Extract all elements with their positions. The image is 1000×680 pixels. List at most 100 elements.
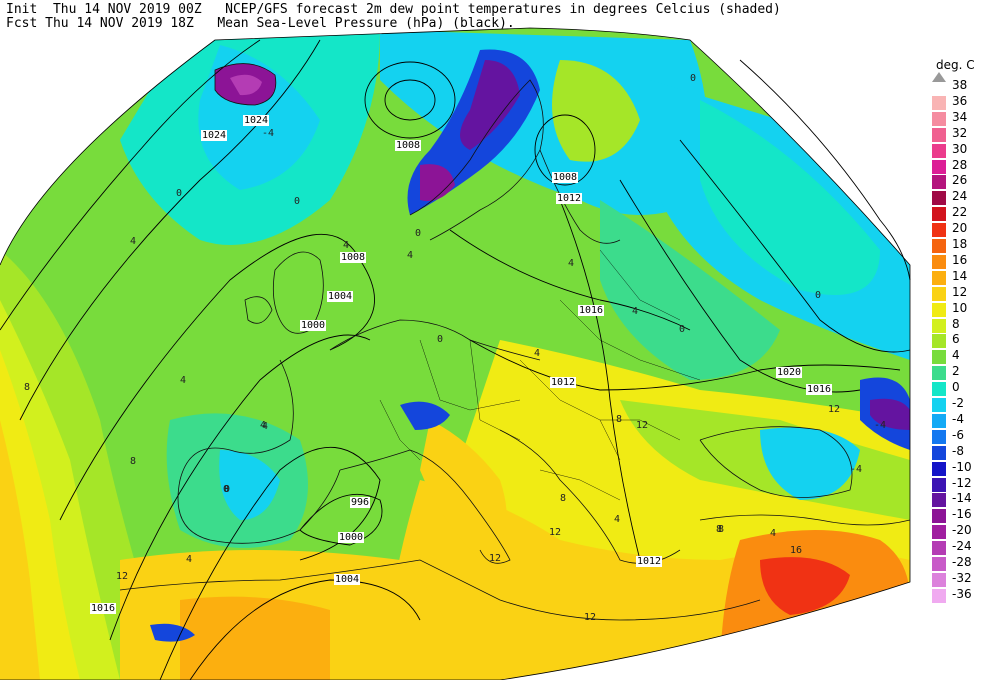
header-line-forecast: Fcst Thu 14 NOV 2019 18Z Mean Sea-Level … [6,16,515,31]
legend-swatch [932,111,946,126]
legend-label: 30 [952,141,968,156]
contour-label: 16 [790,545,803,556]
isobar-label: 1008 [395,140,422,151]
isobar-label: 1012 [550,377,577,388]
legend-label: -6 [952,427,964,442]
isobar-label: 1024 [243,115,270,126]
legend-label: 12 [952,284,968,299]
legend-label: 18 [952,237,968,251]
legend-swatch [932,286,946,301]
legend-label: -28 [952,555,972,569]
legend-swatch [932,572,946,587]
legend-swatch [932,382,946,397]
legend-swatch [932,95,946,110]
contour-label: 12 [636,420,649,431]
legend-label: 32 [952,125,968,140]
contour-label: 12 [116,571,129,582]
header-line-init: Init Thu 14 NOV 2019 00Z NCEP/GFS foreca… [6,2,781,17]
contour-label: 12 [549,527,562,538]
legend-swatch [932,525,946,540]
legend-swatch [932,175,946,190]
contour-label: 4 [534,348,541,359]
isobar-label: 1016 [90,603,117,614]
contour-label: 0 [437,334,444,345]
legend-label: 20 [952,221,968,236]
legend-swatch [932,207,946,222]
legend-swatch [932,334,946,349]
contour-label: 0 [690,73,697,84]
legend-swatch [932,429,946,444]
contour-label: 0 [679,324,686,335]
legend-label: 16 [952,252,968,267]
contour-label: 8 [560,493,567,504]
isobar-label: 1004 [327,291,354,302]
legend-swatch [932,127,946,142]
contour-label: 8 [130,456,137,467]
legend-swatch [932,254,946,269]
contour-label: 4 [632,306,639,317]
contour-label: 4 [770,528,777,539]
legend-label: 24 [952,189,968,204]
legend-swatch [932,302,946,317]
contour-label: 8 [716,524,723,535]
contour-label: 12 [489,553,502,564]
legend-label: -4 [952,411,964,426]
legend-swatch [932,557,946,571]
legend-label: -36 [952,586,972,601]
legend-label: 14 [952,268,968,283]
legend-label: 10 [952,300,968,315]
legend-swatch [932,191,946,206]
isobar-label: 1016 [806,384,833,395]
isobar-label: 1016 [578,305,605,316]
legend-swatch [932,239,946,253]
contour-label: 0 [224,484,231,495]
legend-label: 6 [952,332,960,347]
legend-swatch [932,398,946,412]
legend-swatch [932,493,946,508]
legend-swatch [932,366,946,381]
contour-label: 12 [584,612,597,623]
contour-label: 0 [223,484,230,495]
legend-label: -2 [952,396,964,410]
legend-label: 26 [952,173,968,188]
legend-label: 38 [952,78,968,92]
isobar-label: 1012 [556,193,583,204]
contour-label: 4 [262,421,269,432]
legend-label: 2 [952,364,960,379]
legend-title: deg. C [936,58,975,72]
isobar-label: 1000 [300,320,327,331]
contour-label: -4 [874,420,887,431]
contour-label: -4 [850,464,863,475]
contour-label: 0 [176,188,183,199]
isobar-label: 1012 [636,556,663,567]
legend-swatch [932,588,946,603]
legend-swatch [932,541,946,556]
legend-swatch [932,413,946,428]
legend-label: -8 [952,443,964,458]
contour-label: 8 [24,382,31,393]
legend-label: -14 [952,491,972,506]
contour-label: 0 [415,228,422,239]
legend-label: 4 [952,348,960,363]
legend-label: 28 [952,157,968,172]
legend-swatch [932,445,946,460]
legend-label: 0 [952,380,960,395]
isobar-label: 1000 [338,532,365,543]
legend-swatch [932,143,946,158]
contour-label: -4 [262,128,275,139]
contour-label: 4 [568,258,575,269]
legend-swatch [932,350,946,365]
contour-label: 0 [294,196,301,207]
contour-label: 4 [407,250,414,261]
legend-swatch [932,509,946,524]
legend-swatch [932,461,946,476]
legend-swatch [932,159,946,174]
legend-arrow-icon [932,72,946,82]
legend-label: -10 [952,459,972,474]
contour-label: 12 [828,404,841,415]
contour-label: 8 [616,414,623,425]
contour-label: 8 [718,524,725,535]
isobar-label: 1020 [776,367,803,378]
legend-swatch [932,477,946,492]
